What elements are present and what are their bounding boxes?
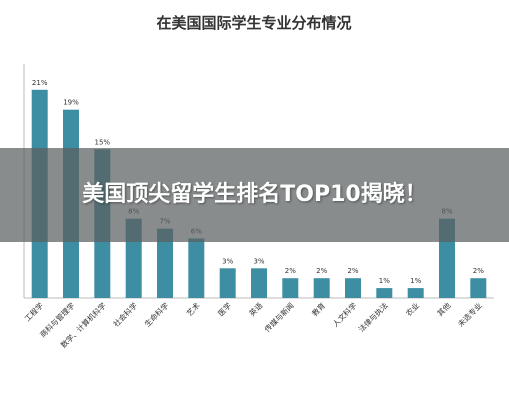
bar-9 [313,278,330,298]
category-label-4: 生命科学 [142,300,171,329]
bar-5 [188,238,205,298]
bar-6 [219,268,236,298]
value-label-1: 19% [63,99,79,107]
value-label-10: 2% [347,267,358,275]
headline-overlay: 美国顶尖留学生排名TOP10揭晓！ [0,148,509,242]
bar-7 [251,268,267,298]
category-label-6: 医学 [215,300,233,318]
value-label-6: 3% [222,257,233,265]
bar-10 [345,278,361,298]
bar-4 [157,228,173,298]
value-label-2: 15% [95,138,111,146]
bar-14 [470,278,487,298]
category-label-14: 未选专业 [455,300,484,329]
bar-12 [407,288,424,298]
value-label-7: 3% [253,257,264,265]
category-label-12: 农业 [403,300,421,318]
category-label-5: 艺术 [184,300,202,318]
category-label-0: 工程学 [22,300,45,323]
category-label-3: 社会科学 [111,300,140,329]
category-label-11: 法律与执法 [356,300,390,334]
value-label-11: 1% [379,277,390,285]
value-label-9: 2% [316,267,327,275]
category-label-10: 人文科学 [330,300,359,329]
value-label-12: 1% [410,277,421,285]
category-label-8: 传媒与新闻 [262,300,296,334]
headline-title: 美国顶尖留学生排名TOP10揭晓！ [82,182,427,207]
value-label-0: 21% [32,79,48,87]
value-label-14: 2% [473,267,484,275]
category-label-9: 教育 [309,300,327,318]
value-label-8: 2% [285,267,296,275]
bar-8 [282,278,299,298]
category-label-7: 英语 [247,300,265,318]
chart-title: 在美国国际学生专业分布情况 [156,14,351,32]
bar-11 [376,288,393,298]
category-label-13: 其他 [435,300,453,318]
